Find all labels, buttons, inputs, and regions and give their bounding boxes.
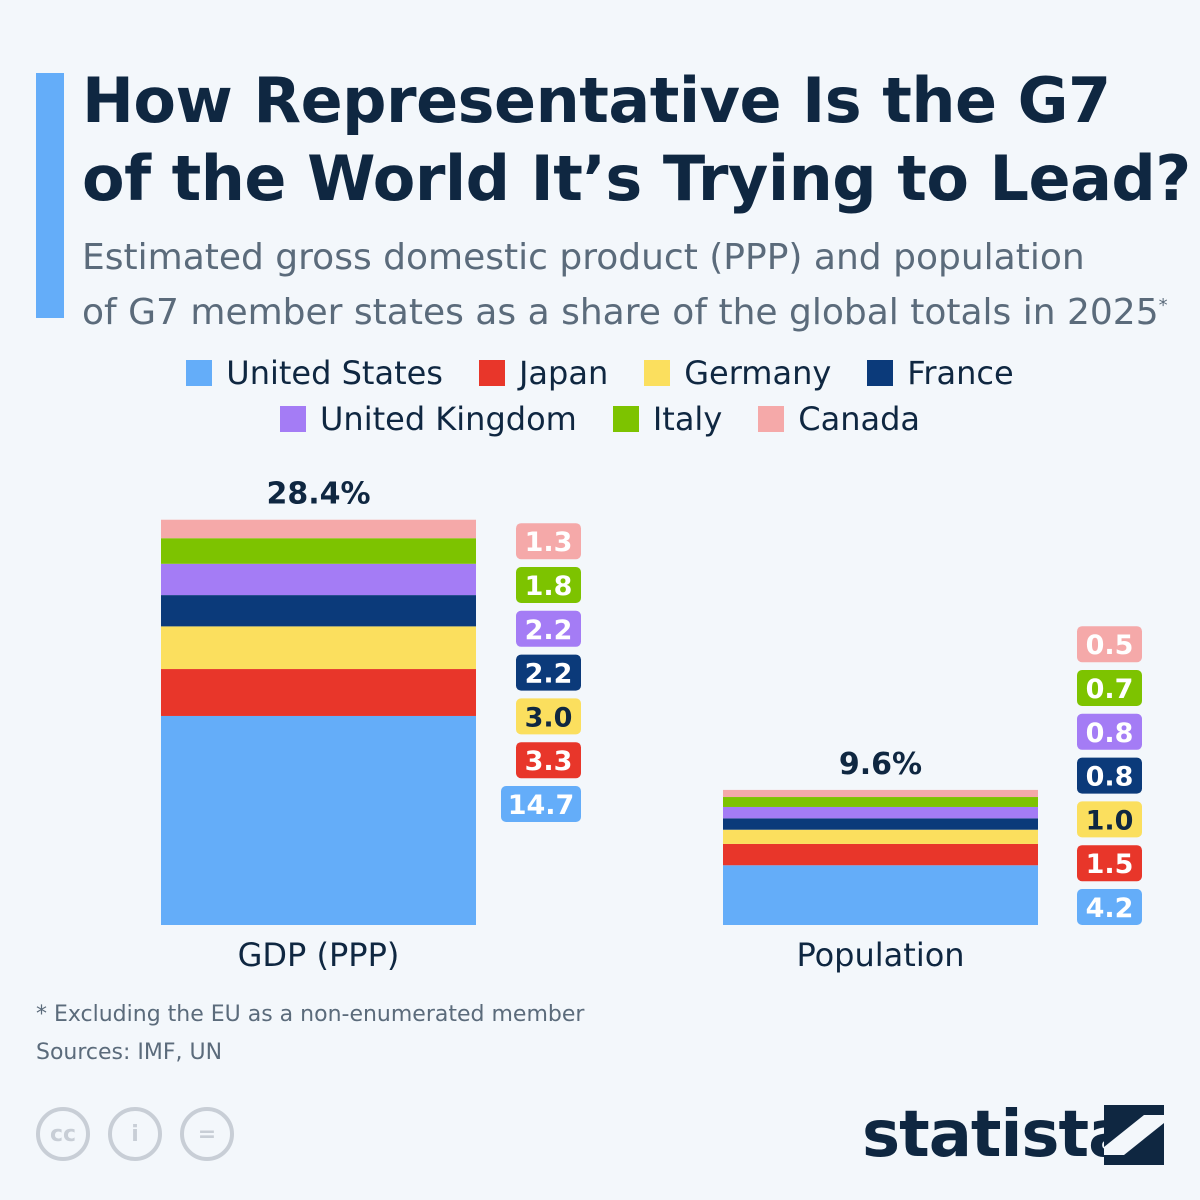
legend-swatch	[279, 406, 306, 432]
legend-swatch	[612, 406, 639, 432]
attribution-icon[interactable]: i	[108, 1107, 162, 1161]
bar-segment	[161, 563, 476, 596]
value-label: 14.7	[508, 790, 575, 821]
value-label: 2.2	[525, 659, 573, 690]
statista-logo[interactable]: statista	[862, 1098, 1131, 1172]
bar-segment	[161, 595, 476, 627]
value-label: 1.8	[525, 571, 573, 602]
value-label: 3.3	[525, 746, 573, 777]
legend-label: Canada	[798, 400, 921, 438]
value-label-box	[1077, 713, 1142, 750]
legend-label: Italy	[652, 400, 723, 438]
bar-segment	[161, 715, 476, 925]
subtitle-line-1: Estimated gross domestic product (PPP) a…	[82, 237, 1085, 278]
legend-label: United States	[226, 354, 443, 392]
bar-segment	[723, 865, 1038, 925]
total-label: 28.4%	[266, 477, 370, 512]
value-label: 0.8	[1086, 718, 1134, 749]
value-label-box	[516, 610, 581, 647]
bar-segment	[723, 829, 1038, 844]
bar-segment	[161, 669, 476, 716]
bar-segment	[161, 538, 476, 564]
value-label-box	[516, 742, 581, 779]
bar-segment	[161, 626, 476, 670]
legend-swatch	[186, 360, 213, 386]
legend-label: Japan	[518, 354, 609, 392]
creative-commons-icon[interactable]: cc	[36, 1107, 90, 1161]
footnote: * Excluding the EU as a non-enumerated m…	[36, 1002, 585, 1027]
category-label: Population	[796, 936, 964, 974]
footnote-mark: *	[1158, 295, 1168, 316]
legend-swatch	[644, 360, 671, 386]
legend-row-2: United Kingdom Italy Canada	[0, 400, 1200, 438]
chart-subtitle: Estimated gross domestic product (PPP) a…	[82, 234, 1168, 337]
title-line-1: How Representative Is the G7	[82, 64, 1111, 137]
value-label-box	[516, 698, 581, 735]
legend-item: France	[867, 354, 1014, 392]
statista-logo-icon	[1104, 1105, 1164, 1165]
brand-text: statista	[862, 1098, 1131, 1172]
value-label-box	[1077, 801, 1142, 838]
value-label-box	[516, 567, 581, 603]
sources: Sources: IMF, UN	[36, 1040, 223, 1065]
value-label-box	[1077, 889, 1142, 925]
value-label: 0.8	[1086, 762, 1134, 793]
value-label: 4.2	[1086, 893, 1134, 924]
title-line-2: of the World It’s Trying to Lead?	[82, 142, 1191, 215]
value-label-box	[516, 523, 581, 560]
value-label-box	[1077, 670, 1142, 706]
legend-item: Germany	[644, 354, 831, 392]
value-label: 0.5	[1086, 630, 1134, 661]
value-label: 0.7	[1086, 674, 1134, 705]
title-accent-bar	[36, 73, 64, 318]
value-label-box	[501, 786, 581, 822]
legend-item: United Kingdom	[279, 400, 577, 438]
legend-swatch	[478, 360, 505, 386]
value-label-box	[1077, 845, 1142, 882]
value-label: 1.5	[1086, 849, 1134, 880]
bar-segment	[723, 789, 1038, 798]
legend-swatch	[758, 406, 785, 432]
bar-segment	[161, 519, 476, 539]
subtitle-line-2: of G7 member states as a share of the gl…	[82, 292, 1159, 333]
legend-label: Germany	[684, 354, 832, 392]
value-label-box	[1077, 626, 1142, 663]
legend-item: Japan	[478, 354, 609, 392]
legend-item: United States	[186, 354, 443, 392]
bar-segment	[723, 843, 1038, 866]
legend-label: United Kingdom	[319, 400, 577, 438]
chart-title: How Representative Is the G7 of the Worl…	[82, 62, 1191, 218]
value-label: 1.0	[1086, 805, 1134, 836]
bar-segment	[723, 797, 1038, 807]
value-label: 3.0	[525, 702, 573, 733]
value-label-box	[1077, 757, 1142, 794]
category-label: GDP (PPP)	[238, 936, 400, 974]
bar-segment	[723, 806, 1038, 819]
value-label: 2.2	[525, 615, 573, 646]
total-label: 9.6%	[839, 747, 922, 782]
legend-row-1: United States Japan Germany France	[0, 354, 1200, 392]
legend-label: France	[907, 354, 1014, 392]
legend-item: Italy	[612, 400, 723, 438]
value-label-box	[516, 654, 581, 691]
legend-swatch	[867, 360, 894, 386]
no-derivatives-icon[interactable]: =	[180, 1107, 234, 1161]
bar-segment	[723, 818, 1038, 830]
value-label: 1.3	[525, 527, 573, 558]
legend-item: Canada	[758, 400, 920, 438]
